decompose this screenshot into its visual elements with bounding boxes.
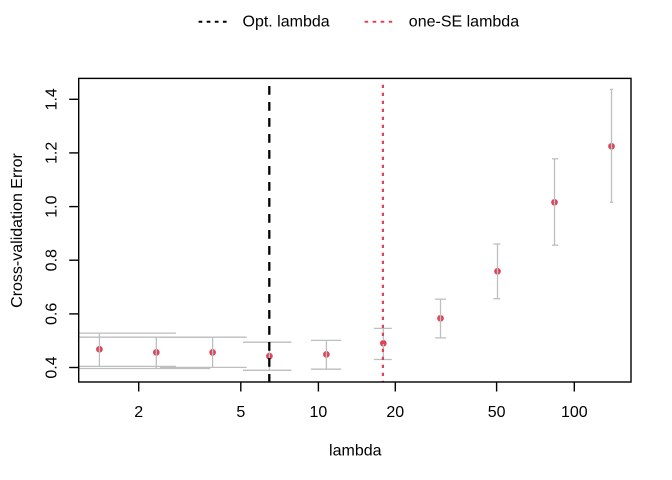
svg-text:Opt. lambda: Opt. lambda	[243, 14, 330, 31]
svg-text:one-SE lambda: one-SE lambda	[409, 14, 519, 31]
svg-text:2: 2	[134, 404, 143, 421]
svg-text:100: 100	[561, 404, 588, 421]
svg-text:1.2: 1.2	[43, 142, 60, 164]
svg-text:0.6: 0.6	[43, 303, 60, 325]
svg-text:0.4: 0.4	[43, 356, 60, 378]
svg-text:20: 20	[386, 404, 404, 421]
svg-text:0.8: 0.8	[43, 249, 60, 271]
svg-text:1.4: 1.4	[43, 88, 60, 110]
svg-text:50: 50	[488, 404, 506, 421]
svg-text:lambda: lambda	[329, 442, 382, 459]
svg-text:Cross-validation Error: Cross-validation Error	[9, 152, 26, 307]
svg-text:1.0: 1.0	[43, 195, 60, 217]
svg-text:5: 5	[236, 404, 245, 421]
svg-text:10: 10	[310, 404, 328, 421]
